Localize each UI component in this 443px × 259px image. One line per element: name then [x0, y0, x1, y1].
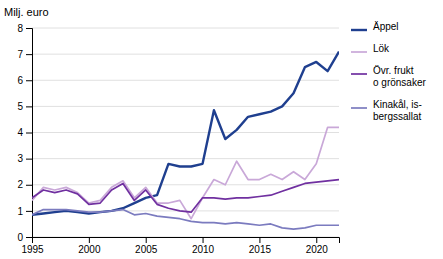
y-tick-label: 7: [17, 49, 23, 60]
y-tick-mark: [26, 211, 32, 212]
y-tick-mark: [26, 28, 32, 29]
legend-swatch: [351, 107, 367, 109]
y-tick-label: 5: [17, 101, 23, 112]
grid-line: [32, 184, 339, 185]
y-tick-mark: [26, 54, 32, 55]
legend-label-line: Övr. frukt: [373, 65, 414, 76]
plot-area: 1995 2000 2005 2010 2015 2020 0 1 2 3 4 5 6 7 8 Milj. e…: [4, 6, 426, 255]
y-tick: 0: [17, 232, 32, 243]
x-tick-label: 2010: [192, 244, 215, 255]
grid-line: [32, 132, 339, 133]
y-axis: 0 1 2 3 4 5 6 7 8: [17, 23, 32, 243]
y-tick-label: 1: [17, 206, 23, 217]
y-tick-mark: [26, 237, 32, 238]
legend-label: Äppel: [373, 21, 399, 32]
x-axis: 1995 2000 2005 2010 2015 2020: [21, 237, 339, 255]
y-tick: 7: [17, 49, 32, 60]
y-tick-mark: [26, 80, 32, 81]
x-tick: 2010: [192, 237, 215, 255]
y-tick-mark: [26, 106, 32, 107]
series-line: [32, 52, 339, 215]
x-tick-label: 2015: [249, 244, 272, 255]
legend-swatch: [351, 29, 367, 31]
legend-label-line: bergssallat: [373, 111, 422, 122]
legend-label-line: o grönsaker: [373, 77, 426, 88]
series-lines: [32, 52, 339, 230]
legend-label-line: Lök: [373, 43, 390, 54]
y-tick: 5: [17, 101, 32, 112]
legend-label-line: Äppel: [373, 21, 399, 32]
y-axis-line: [26, 29, 33, 238]
series-line: [32, 127, 339, 218]
y-tick: 8: [17, 23, 32, 34]
y-tick: 2: [17, 179, 32, 190]
y-tick-label: 8: [17, 23, 23, 34]
y-tick: 4: [17, 127, 32, 138]
x-tick: 2020: [306, 237, 329, 255]
legend-item: Äppel: [351, 21, 399, 32]
legend-item: Kinakål, is-bergssallat: [351, 99, 422, 122]
grid-line: [32, 158, 339, 159]
y-tick-mark: [26, 133, 32, 134]
y-tick-mark: [26, 159, 32, 160]
grid-line: [32, 54, 339, 55]
grid-line: [32, 106, 339, 107]
x-tick: 2005: [135, 237, 158, 255]
series-line: [32, 180, 339, 213]
legend-label: Lök: [373, 43, 390, 54]
x-tick-mark: [259, 237, 260, 243]
x-tick-label: 2005: [135, 244, 158, 255]
x-tick-mark: [146, 237, 147, 243]
legend-label: Övr. frukto grönsaker: [373, 65, 426, 88]
x-tick-mark: [89, 237, 90, 243]
legend-item: Övr. frukto grönsaker: [351, 65, 426, 88]
y-tick-label: 2: [17, 179, 23, 190]
grid-line: [32, 80, 339, 81]
x-tick-label: 2020: [306, 244, 329, 255]
x-tick-label: 1995: [21, 244, 44, 255]
y-tick: 6: [17, 75, 32, 86]
y-tick: 1: [17, 206, 32, 217]
chart-svg: 1995 2000 2005 2010 2015 2020 0 1 2 3 4 5 6 7 8 Milj. e…: [0, 0, 443, 259]
legend-label: Kinakål, is-bergssallat: [373, 99, 422, 122]
y-tick-label: 3: [17, 153, 23, 164]
legend: Äppel Lök Övr. frukto grönsaker Kinakål, is…: [351, 21, 426, 122]
legend-label-line: Kinakål, is-: [373, 99, 422, 110]
grid-line: [32, 28, 339, 29]
x-tick: 2000: [78, 237, 101, 255]
legend-swatch: [351, 73, 367, 75]
legend-swatch: [351, 51, 367, 53]
y-tick-label: 6: [17, 75, 23, 86]
y-tick-label: 4: [17, 127, 23, 138]
y-tick: 3: [17, 153, 32, 164]
grid: [32, 28, 339, 237]
x-tick-mark: [316, 237, 317, 243]
y-axis-label: Milj. euro: [4, 6, 49, 18]
legend-item: Lök: [351, 43, 390, 54]
x-tick: 1995: [21, 237, 44, 255]
x-tick-mark: [203, 237, 204, 243]
x-axis-line: [33, 238, 340, 244]
series-line: [32, 210, 339, 230]
x-tick-label: 2000: [78, 244, 101, 255]
x-tick: 2015: [249, 237, 272, 255]
y-tick-mark: [26, 185, 32, 186]
y-tick-label: 0: [17, 232, 23, 243]
